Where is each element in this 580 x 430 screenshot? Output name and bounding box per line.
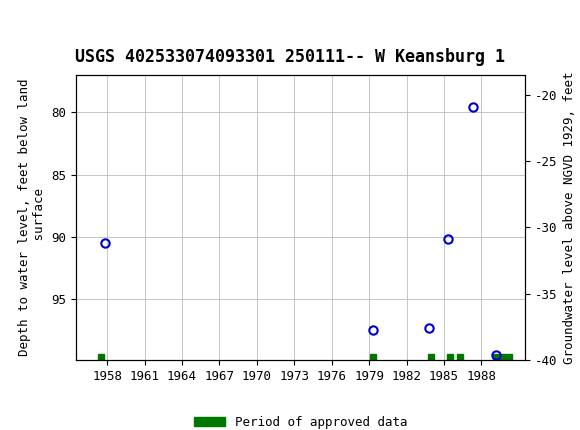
Text: ≡USGS: ≡USGS: [3, 12, 63, 27]
Text: USGS 402533074093301 250111-- W Keansburg 1: USGS 402533074093301 250111-- W Keansbur…: [75, 48, 505, 66]
Y-axis label: Depth to water level, feet below land
 surface: Depth to water level, feet below land su…: [18, 79, 46, 356]
Y-axis label: Groundwater level above NGVD 1929, feet: Groundwater level above NGVD 1929, feet: [563, 71, 576, 364]
Legend: Period of approved data: Period of approved data: [188, 411, 412, 430]
